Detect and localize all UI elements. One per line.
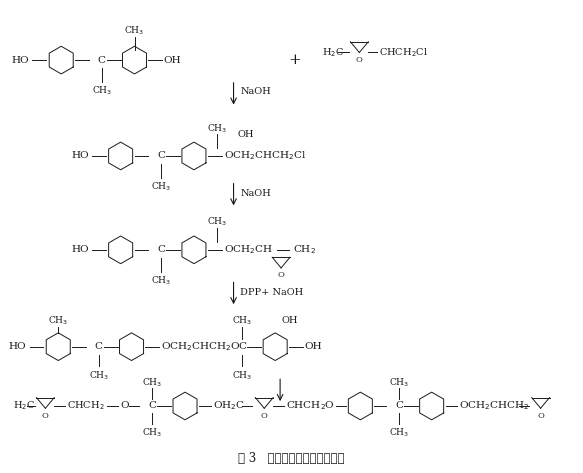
Text: CH$_3$: CH$_3$ [124,24,145,37]
Text: CH$_3$: CH$_3$ [151,274,171,287]
Text: DPP+ NaOH: DPP+ NaOH [241,288,304,297]
Text: OH$_2$C: OH$_2$C [213,400,245,412]
Text: C: C [148,402,156,411]
Text: OCH$_2$CH: OCH$_2$CH [224,244,273,256]
Text: HO: HO [9,342,26,351]
Text: OH: OH [163,56,181,65]
Text: CH$_3$: CH$_3$ [151,180,171,193]
Text: C: C [157,245,165,254]
Text: C: C [395,402,403,411]
Text: O: O [537,412,544,420]
Text: CH$_2$: CH$_2$ [293,244,316,256]
Text: H$_2$C: H$_2$C [13,400,35,412]
Text: C: C [95,342,103,351]
Text: O: O [356,56,363,64]
Text: CH$_3$: CH$_3$ [389,376,409,388]
Text: OCH$_2$CHCH$_2$O: OCH$_2$CHCH$_2$O [161,340,241,353]
Text: O: O [278,272,285,280]
Text: CHCH$_2$Cl: CHCH$_2$Cl [379,46,428,59]
Text: O: O [261,412,268,420]
Text: CH$_3$: CH$_3$ [232,315,252,327]
Text: OH: OH [304,342,322,351]
Text: H$_2$C: H$_2$C [322,46,344,59]
Text: HO: HO [71,151,89,160]
Text: CH$_3$: CH$_3$ [389,427,409,439]
Text: CH$_3$: CH$_3$ [232,369,252,382]
Text: OCH$_2$CHCH$_2$Cl: OCH$_2$CHCH$_2$Cl [224,149,306,162]
Text: OH: OH [237,130,254,139]
Text: OH: OH [282,316,298,325]
Text: +: + [289,53,301,67]
Text: CHCH$_2$: CHCH$_2$ [67,400,105,412]
Text: NaOH: NaOH [241,87,271,96]
Text: HO: HO [71,245,89,254]
Text: C: C [238,342,247,351]
Text: C: C [98,56,106,65]
Text: CH$_3$: CH$_3$ [48,315,68,327]
Text: CHCH$_2$O: CHCH$_2$O [286,400,335,412]
Text: OCH$_2$CHCH$_2$: OCH$_2$CHCH$_2$ [459,400,530,412]
Text: CH$_3$: CH$_3$ [206,216,227,228]
Text: CH$_3$: CH$_3$ [142,376,163,388]
Text: C: C [157,151,165,160]
Text: 图 3   典型环氧树脂的生成反应: 图 3 典型环氧树脂的生成反应 [238,452,344,465]
Text: CH$_3$: CH$_3$ [206,122,227,134]
Text: NaOH: NaOH [241,189,271,198]
Text: O: O [42,412,49,420]
Text: O: O [121,402,129,411]
Text: HO: HO [12,56,29,65]
Text: CH$_3$: CH$_3$ [89,369,109,382]
Text: CH$_3$: CH$_3$ [142,427,163,439]
Text: CH$_3$: CH$_3$ [92,85,112,97]
